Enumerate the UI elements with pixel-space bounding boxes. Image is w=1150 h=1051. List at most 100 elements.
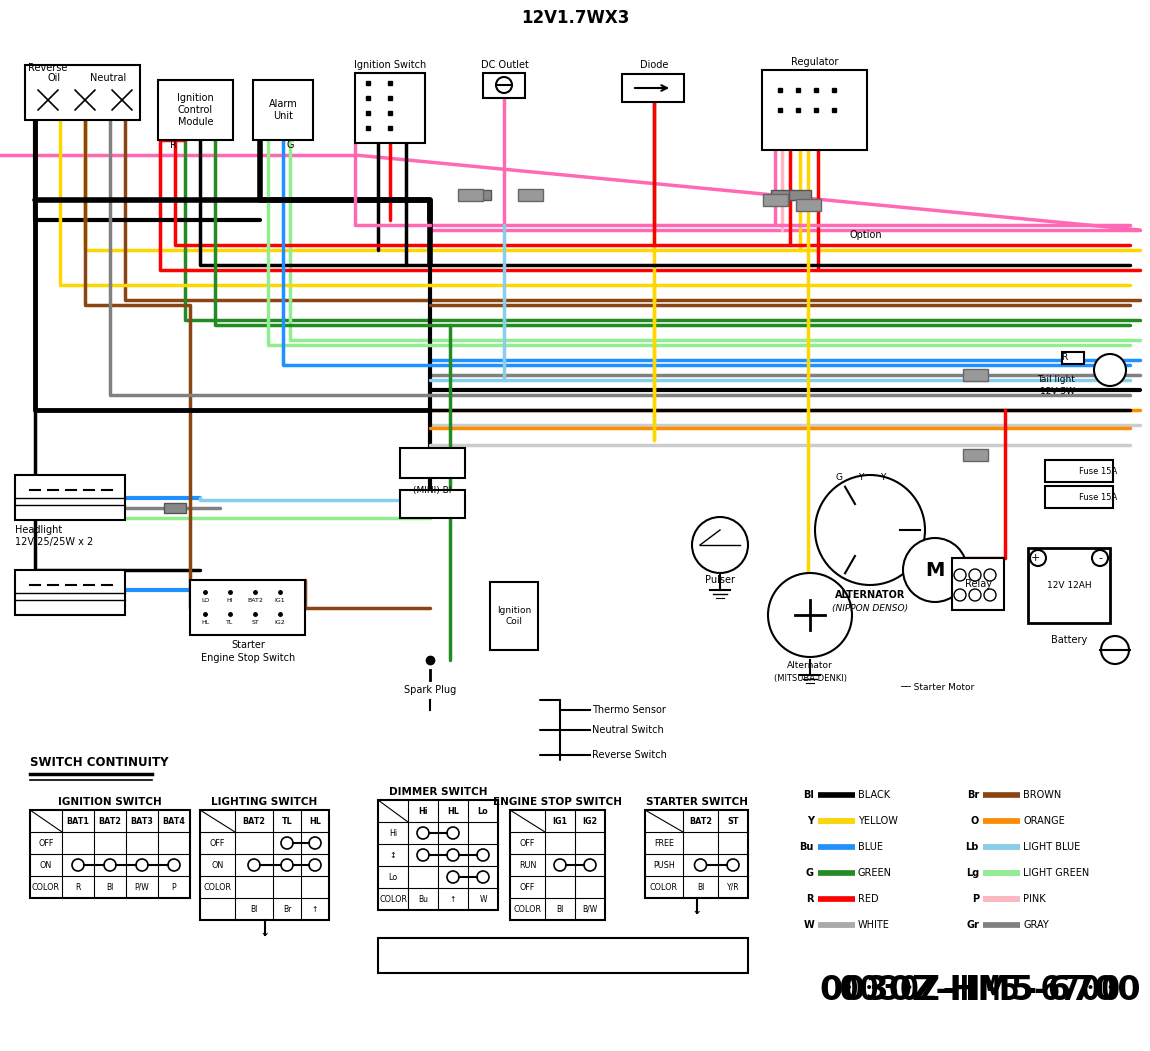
Text: OFF: OFF	[38, 839, 54, 847]
Circle shape	[1030, 550, 1046, 566]
Text: LO: LO	[201, 598, 209, 602]
Circle shape	[969, 569, 981, 581]
Text: Lg: Lg	[966, 868, 979, 878]
Bar	[30, 810, 190, 898]
Bar	[15, 475, 125, 520]
Circle shape	[1092, 550, 1107, 566]
Circle shape	[281, 859, 293, 871]
Circle shape	[168, 859, 181, 871]
Text: LIGHT GREEN: LIGHT GREEN	[1024, 868, 1089, 878]
Text: Ignition Switch: Ignition Switch	[354, 60, 427, 70]
Text: FREE: FREE	[654, 839, 674, 847]
Text: W: W	[803, 920, 814, 930]
Text: Lb: Lb	[966, 842, 979, 852]
Text: Gr: Gr	[966, 920, 979, 930]
Text: Starter: Starter	[231, 640, 264, 650]
Text: COLOR: COLOR	[204, 883, 231, 891]
Bar	[963, 449, 988, 461]
Circle shape	[768, 573, 852, 657]
Text: 0030Z-HM5-6700: 0030Z-HM5-6700	[840, 973, 1121, 1007]
Text: R: R	[1060, 353, 1067, 363]
Bar	[378, 937, 748, 973]
Text: RED: RED	[858, 894, 879, 904]
Bar	[645, 810, 748, 898]
Bar	[1028, 548, 1110, 623]
Circle shape	[417, 827, 429, 839]
Text: ↕: ↕	[390, 850, 397, 860]
Bar	[789, 190, 811, 200]
Text: Bl: Bl	[803, 790, 814, 800]
Text: WHITE: WHITE	[858, 920, 890, 930]
Text: BAT3: BAT3	[131, 817, 153, 825]
Text: P: P	[972, 894, 979, 904]
Text: PUSH: PUSH	[653, 861, 675, 869]
Bar	[25, 65, 140, 120]
Text: OFF: OFF	[520, 883, 535, 891]
Text: M: M	[926, 560, 944, 579]
Text: ST: ST	[251, 619, 259, 624]
Text: Diode: Diode	[639, 60, 668, 70]
Text: OFF: OFF	[520, 839, 535, 847]
Text: 12V1.7WX3: 12V1.7WX3	[521, 9, 629, 27]
Text: BLACK: BLACK	[858, 790, 890, 800]
Circle shape	[727, 859, 739, 871]
Text: HL: HL	[309, 817, 321, 825]
Bar	[458, 189, 483, 201]
Text: Ignition
Control
Module: Ignition Control Module	[177, 94, 214, 126]
Circle shape	[584, 859, 596, 871]
Text: LIGHTING SWITCH: LIGHTING SWITCH	[212, 797, 317, 807]
Text: Br: Br	[283, 905, 291, 913]
Text: Tail light: Tail light	[1037, 375, 1075, 385]
Text: ON: ON	[40, 861, 52, 869]
Circle shape	[1094, 354, 1126, 386]
Bar	[622, 74, 684, 102]
Text: Lo: Lo	[477, 806, 489, 816]
Circle shape	[104, 859, 116, 871]
Text: W: W	[480, 894, 486, 904]
Text: Ignition
Coil: Ignition Coil	[497, 606, 531, 625]
Text: Reverse Switch: Reverse Switch	[592, 750, 667, 760]
Text: HL: HL	[447, 806, 459, 816]
Text: +: +	[1030, 553, 1040, 563]
Bar	[518, 189, 543, 201]
Text: SWITCH CONTINUITY: SWITCH CONTINUITY	[30, 756, 169, 768]
Text: Neutral: Neutral	[90, 73, 126, 83]
Text: BAT4: BAT4	[162, 817, 185, 825]
Text: ── Starter Motor: ── Starter Motor	[900, 683, 974, 693]
Text: Battery: Battery	[1051, 635, 1087, 645]
Circle shape	[954, 569, 966, 581]
Text: BAT2: BAT2	[247, 598, 263, 602]
Circle shape	[309, 837, 321, 849]
Bar	[378, 800, 498, 910]
Bar	[1061, 352, 1084, 364]
Text: IG1: IG1	[275, 598, 285, 602]
Bar	[963, 369, 988, 382]
Bar	[164, 503, 186, 513]
Text: B/W: B/W	[582, 905, 598, 913]
Text: IG2: IG2	[275, 619, 285, 624]
Text: Fuse 15A: Fuse 15A	[1079, 493, 1118, 501]
Text: Bl: Bl	[106, 883, 114, 891]
Text: STARTER SWITCH: STARTER SWITCH	[645, 797, 748, 807]
Text: Hi: Hi	[419, 806, 428, 816]
Circle shape	[1101, 636, 1129, 664]
Text: R: R	[169, 140, 176, 150]
Text: ON: ON	[212, 861, 223, 869]
Text: Hi: Hi	[389, 828, 397, 838]
Text: Lo: Lo	[389, 872, 398, 882]
Text: G: G	[835, 474, 842, 482]
Text: HI: HI	[227, 598, 233, 602]
Circle shape	[72, 859, 84, 871]
Bar	[509, 810, 605, 920]
Text: COLOR: COLOR	[514, 905, 542, 913]
Text: Relay: Relay	[965, 579, 991, 589]
Text: 12V 25/25W x 2: 12V 25/25W x 2	[15, 537, 93, 547]
Text: BAT2: BAT2	[99, 817, 122, 825]
Circle shape	[248, 859, 260, 871]
Circle shape	[477, 871, 489, 883]
Circle shape	[815, 475, 925, 585]
Text: P/W: P/W	[135, 883, 150, 891]
Bar	[952, 558, 1004, 610]
Bar	[762, 70, 867, 150]
Text: BLUE: BLUE	[858, 842, 883, 852]
